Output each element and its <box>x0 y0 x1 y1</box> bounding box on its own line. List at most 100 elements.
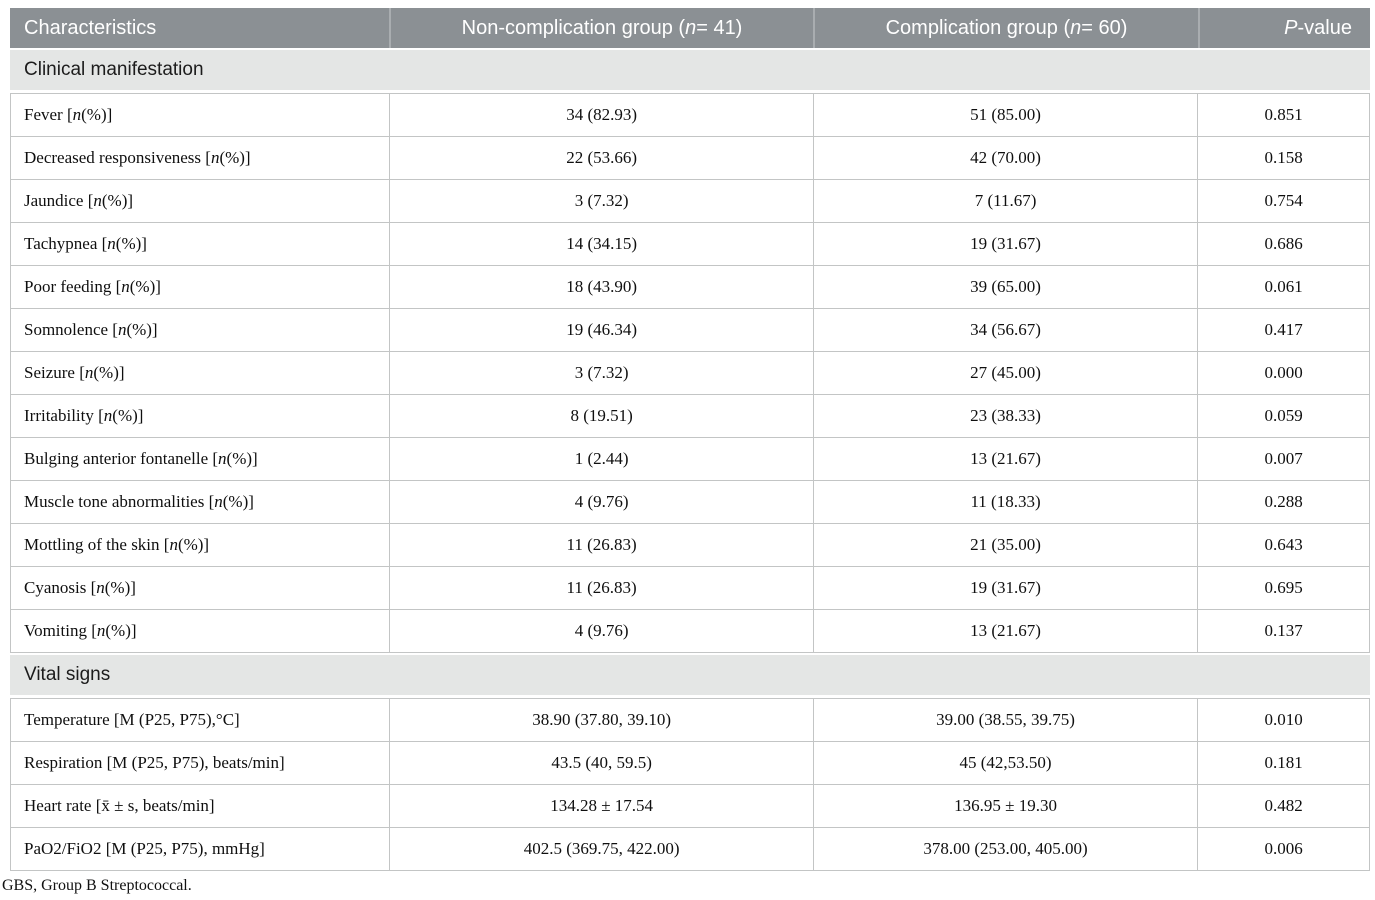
table-row: Decreased responsiveness [n (%)] 22 (53.… <box>11 136 1369 179</box>
table-row: Heart rate [x̄ ± s, beats/min] 134.28 ± … <box>11 784 1369 827</box>
cell-characteristic: Poor feeding [n (%)] <box>24 277 161 296</box>
table-row: Vomiting [n (%)] 4 (9.76) 13 (21.67) 0.1… <box>11 609 1369 652</box>
cell-p-value: 0.158 <box>1197 137 1369 179</box>
table-footnote: GBS, Group B Streptococcal. <box>2 877 192 894</box>
cell-p-value: 0.000 <box>1197 352 1369 394</box>
cell-characteristic: Heart rate [x̄ ± s, beats/min] <box>24 796 215 815</box>
cell-p-value: 0.695 <box>1197 567 1369 609</box>
cell-characteristic: Fever [n (%)] <box>24 105 113 124</box>
cell-complication-value: 136.95 ± 19.30 <box>812 785 1197 827</box>
cell-complication-value: 11 (18.33) <box>812 481 1197 523</box>
column-header-complication-group: Complication group (n = 60) <box>813 8 1198 48</box>
cell-non-complication-value: 402.5 (369.75, 422.00) <box>389 828 812 870</box>
cell-p-value: 0.417 <box>1197 309 1369 351</box>
table-row: Mottling of the skin [n (%)] 11 (26.83) … <box>11 523 1369 566</box>
cell-p-value: 0.010 <box>1197 699 1369 741</box>
cell-p-value: 0.754 <box>1197 180 1369 222</box>
cell-characteristic: Temperature [M (P25, P75),°C] <box>24 710 240 729</box>
table-row: Fever [n (%)] 34 (82.93) 51 (85.00) 0.85… <box>11 94 1369 136</box>
cell-non-complication-value: 22 (53.66) <box>389 137 812 179</box>
cell-characteristic: PaO2/FiO2 [M (P25, P75), mmHg] <box>24 839 265 858</box>
cell-complication-value: 45 (42,53.50) <box>812 742 1197 784</box>
table-body-block: Fever [n (%)] 34 (82.93) 51 (85.00) 0.85… <box>10 93 1370 653</box>
cell-characteristic: Decreased responsiveness [n (%)] <box>24 148 251 167</box>
cell-p-value: 0.686 <box>1197 223 1369 265</box>
cell-complication-value: 51 (85.00) <box>812 94 1197 136</box>
cell-complication-value: 13 (21.67) <box>812 438 1197 480</box>
section-title: Vital signs <box>24 664 111 685</box>
cell-non-complication-value: 3 (7.32) <box>389 180 812 222</box>
section-header-row: Vital signs <box>10 655 1370 695</box>
cell-complication-value: 23 (38.33) <box>812 395 1197 437</box>
section-header-row: Clinical manifestation <box>10 50 1370 90</box>
table-row: Irritability [n (%)] 8 (19.51) 23 (38.33… <box>11 394 1369 437</box>
column-header-characteristics: Characteristics <box>24 16 157 39</box>
table-body: Clinical manifestation Fever [n (%)] 34 … <box>10 50 1370 871</box>
cell-p-value: 0.643 <box>1197 524 1369 566</box>
cell-non-complication-value: 4 (9.76) <box>389 481 812 523</box>
cell-non-complication-value: 18 (43.90) <box>389 266 812 308</box>
cell-non-complication-value: 3 (7.32) <box>389 352 812 394</box>
cell-characteristic: Jaundice [n (%)] <box>24 191 134 210</box>
cell-characteristic: Bulging anterior fontanelle [n (%)] <box>24 449 258 468</box>
cell-p-value: 0.061 <box>1197 266 1369 308</box>
cell-complication-value: 39 (65.00) <box>812 266 1197 308</box>
column-header-p-value: P -value <box>1198 8 1370 48</box>
cell-non-complication-value: 14 (34.15) <box>389 223 812 265</box>
cell-complication-value: 19 (31.67) <box>812 223 1197 265</box>
cell-complication-value: 13 (21.67) <box>812 610 1197 652</box>
column-header-non-complication-group: Non-complication group (n = 41) <box>389 8 813 48</box>
cell-p-value: 0.059 <box>1197 395 1369 437</box>
cell-complication-value: 21 (35.00) <box>812 524 1197 566</box>
table-row: Poor feeding [n (%)] 18 (43.90) 39 (65.0… <box>11 265 1369 308</box>
cell-non-complication-value: 134.28 ± 17.54 <box>389 785 812 827</box>
cell-characteristic: Mottling of the skin [n (%)] <box>24 535 210 554</box>
statistics-table: Characteristics Non-complication group (… <box>10 8 1370 871</box>
table-body-block: Temperature [M (P25, P75),°C] 38.90 (37.… <box>10 698 1370 871</box>
cell-non-complication-value: 11 (26.83) <box>389 567 812 609</box>
cell-non-complication-value: 4 (9.76) <box>389 610 812 652</box>
cell-non-complication-value: 8 (19.51) <box>389 395 812 437</box>
section-title: Clinical manifestation <box>24 59 204 80</box>
cell-complication-value: 378.00 (253.00, 405.00) <box>812 828 1197 870</box>
table-row: Jaundice [n (%)] 3 (7.32) 7 (11.67) 0.75… <box>11 179 1369 222</box>
cell-characteristic: Respiration [M (P25, P75), beats/min] <box>24 753 285 772</box>
cell-p-value: 0.007 <box>1197 438 1369 480</box>
cell-complication-value: 27 (45.00) <box>812 352 1197 394</box>
cell-p-value: 0.851 <box>1197 94 1369 136</box>
table-row: Tachypnea [n (%)] 14 (34.15) 19 (31.67) … <box>11 222 1369 265</box>
table-row: Respiration [M (P25, P75), beats/min] 43… <box>11 741 1369 784</box>
cell-characteristic: Cyanosis [n (%)] <box>24 578 136 597</box>
cell-p-value: 0.181 <box>1197 742 1369 784</box>
table-row: Muscle tone abnormalities [n (%)] 4 (9.7… <box>11 480 1369 523</box>
table-row: Cyanosis [n (%)] 11 (26.83) 19 (31.67) 0… <box>11 566 1369 609</box>
table-row: Somnolence [n (%)] 19 (46.34) 34 (56.67)… <box>11 308 1369 351</box>
cell-non-complication-value: 1 (2.44) <box>389 438 812 480</box>
cell-non-complication-value: 11 (26.83) <box>389 524 812 566</box>
cell-characteristic: Vomiting [n (%)] <box>24 621 137 640</box>
cell-non-complication-value: 38.90 (37.80, 39.10) <box>389 699 812 741</box>
cell-characteristic: Somnolence [n (%)] <box>24 320 158 339</box>
table-row: PaO2/FiO2 [M (P25, P75), mmHg] 402.5 (36… <box>11 827 1369 870</box>
cell-complication-value: 34 (56.67) <box>812 309 1197 351</box>
table-header-row: Characteristics Non-complication group (… <box>10 8 1370 48</box>
table-row: Bulging anterior fontanelle [n (%)] 1 (2… <box>11 437 1369 480</box>
table-row: Temperature [M (P25, P75),°C] 38.90 (37.… <box>11 699 1369 741</box>
cell-p-value: 0.288 <box>1197 481 1369 523</box>
cell-complication-value: 7 (11.67) <box>812 180 1197 222</box>
cell-complication-value: 42 (70.00) <box>812 137 1197 179</box>
cell-non-complication-value: 19 (46.34) <box>389 309 812 351</box>
cell-p-value: 0.006 <box>1197 828 1369 870</box>
cell-non-complication-value: 34 (82.93) <box>389 94 812 136</box>
cell-complication-value: 39.00 (38.55, 39.75) <box>812 699 1197 741</box>
table-row: Seizure [n (%)] 3 (7.32) 27 (45.00) 0.00… <box>11 351 1369 394</box>
cell-p-value: 0.482 <box>1197 785 1369 827</box>
cell-p-value: 0.137 <box>1197 610 1369 652</box>
cell-characteristic: Irritability [n (%)] <box>24 406 144 425</box>
cell-characteristic: Tachypnea [n (%)] <box>24 234 147 253</box>
cell-characteristic: Seizure [n (%)] <box>24 363 125 382</box>
cell-characteristic: Muscle tone abnormalities [n (%)] <box>24 492 254 511</box>
cell-non-complication-value: 43.5 (40, 59.5) <box>389 742 812 784</box>
cell-complication-value: 19 (31.67) <box>812 567 1197 609</box>
